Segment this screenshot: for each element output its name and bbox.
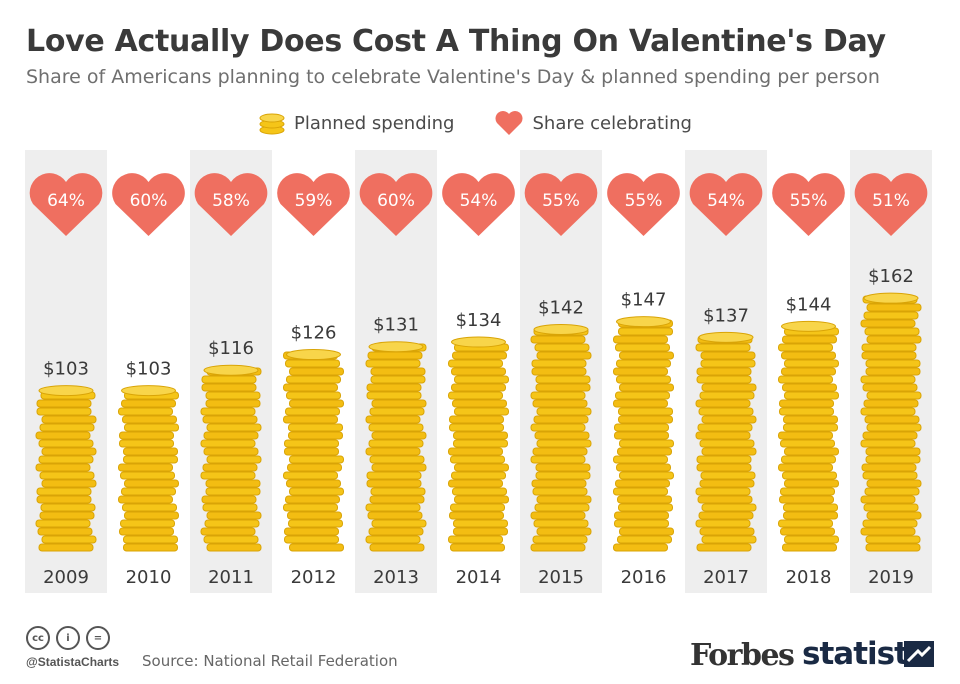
coin-stack-bar [118,385,179,552]
share-heart [112,173,185,236]
legend-item-share: Share celebrating [494,110,692,136]
coin-stack-bar [695,331,757,552]
coin-stack-bar [365,341,427,552]
share-value-label: 58% [212,191,250,211]
coin-stack-bar [778,320,839,552]
spending-value-label: $126 [291,323,337,344]
chart-title: Love Actually Does Cost A Thing On Valen… [26,24,886,59]
spending-value-label: $131 [373,315,419,336]
statista-logo-icon [904,641,934,667]
year-tick-label: 2019 [868,567,914,588]
year-tick-label: 2014 [456,567,502,588]
share-heart [854,173,928,236]
share-heart [772,173,845,236]
coin-stack-bar [35,385,97,552]
share-heart [359,173,433,236]
share-heart [29,173,103,236]
spending-value-label: $162 [868,266,914,287]
coin-stack-bar [860,292,922,552]
license-icons: cc i = [26,626,110,650]
coin-stack-bar [283,349,344,552]
share-heart [194,173,268,236]
coin-stack-bar [530,323,592,552]
coin-stack-bar [448,336,509,552]
legend-item-spending: Planned spending [258,111,454,135]
share-heart [689,173,763,236]
spending-value-label: $142 [538,297,584,318]
share-value-label: 54% [707,191,745,211]
year-tick-label: 2015 [538,567,584,588]
legend-label-share: Share celebrating [532,112,692,134]
chart-subtitle: Share of Americans planning to celebrate… [26,66,880,88]
year-tick-label: 2013 [373,567,419,588]
coin-stack-icon [259,113,285,135]
by-icon: i [56,626,80,650]
year-tick-label: 2018 [786,567,832,588]
share-value-label: 55% [625,191,663,211]
spending-value-label: $103 [126,359,172,380]
share-heart [277,173,350,236]
nd-icon: = [86,626,110,650]
chart-area: $103 64% 2009 $103 60% 2010 $116 58% 2011 $126 59%… [25,150,932,593]
spending-value-label: $147 [621,290,667,311]
cc-icon: cc [26,626,50,650]
source-note: Source: National Retail Federation [142,652,398,670]
share-heart [442,173,515,236]
spending-value-label: $137 [703,305,749,326]
share-value-label: 60% [130,191,168,211]
year-tick-label: 2017 [703,567,749,588]
spending-value-label: $116 [208,338,254,359]
share-value-label: 60% [377,191,415,211]
coin-stack-bar [200,364,262,552]
legend-label-spending: Planned spending [294,112,455,134]
share-value-label: 55% [542,191,580,211]
share-value-label: 51% [872,191,910,211]
share-heart [524,173,598,236]
spending-value-label: $103 [43,359,89,380]
heart-icon [495,111,523,135]
year-tick-label: 2012 [291,567,337,588]
year-tick-label: 2009 [43,567,89,588]
share-value-label: 54% [460,191,498,211]
year-tick-label: 2011 [208,567,254,588]
spending-value-label: $134 [456,310,502,331]
year-tick-label: 2010 [126,567,172,588]
coin-stack-bar [613,316,674,552]
statista-handle: @StatistaCharts [26,655,120,669]
share-heart [607,173,680,236]
share-value-label: 55% [790,191,828,211]
year-tick-label: 2016 [621,567,667,588]
forbes-logo[interactable]: Forbes [690,638,795,673]
share-value-label: 64% [47,191,85,211]
share-value-label: 59% [295,191,333,211]
spending-value-label: $144 [786,294,832,315]
legend: Planned spending Share celebrating [258,110,722,136]
